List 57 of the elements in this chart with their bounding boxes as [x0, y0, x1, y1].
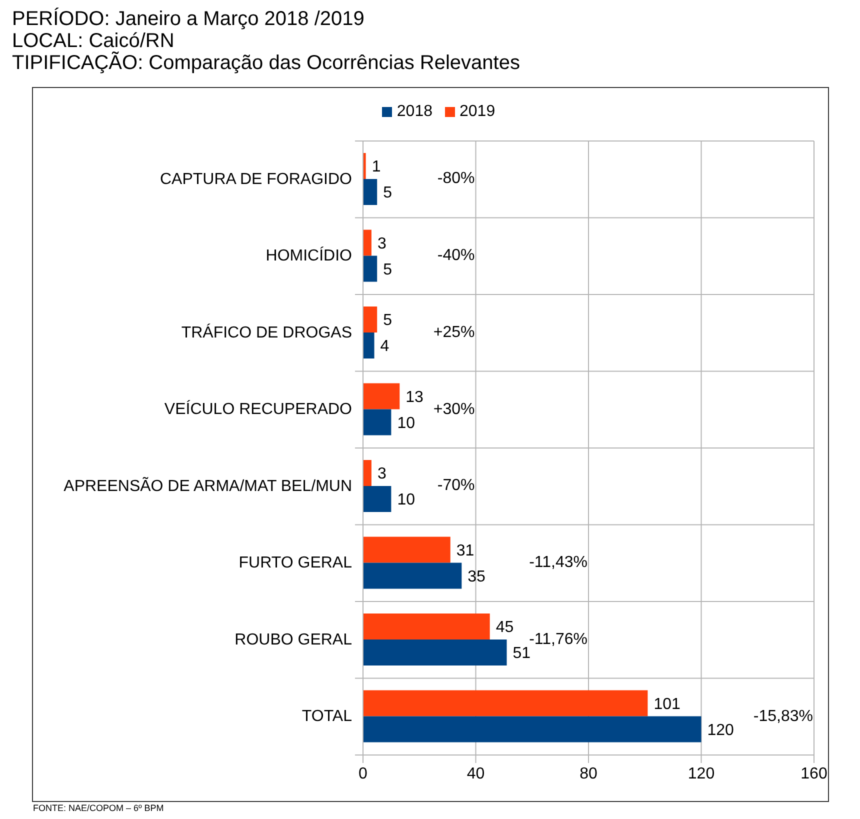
y-tick-label: ROUBO GERAL: [234, 631, 352, 648]
data-label: 120: [707, 722, 734, 739]
annotation: -40%: [437, 247, 475, 266]
x-tick-label: 120: [688, 765, 715, 782]
data-label: 10: [397, 492, 416, 509]
data-label: 31: [456, 542, 474, 560]
y-tick-label: HOMICÍDIO: [266, 246, 352, 265]
y-tick-label: TOTAL: [302, 708, 352, 726]
bar: [363, 383, 400, 410]
y-tick-label: CAPTURA DE FORAGIDO: [160, 170, 352, 188]
legend-label: 2018: [396, 103, 432, 121]
data-label: 51: [512, 645, 531, 662]
data-label: 5: [383, 184, 392, 202]
bar: [363, 690, 648, 716]
bar: [363, 230, 372, 256]
x-tick-label: 40: [466, 765, 485, 782]
annotation: -80%: [437, 170, 475, 188]
data-label: 4: [380, 338, 390, 356]
bar: [363, 562, 462, 589]
bar: [363, 640, 507, 666]
x-tick-label: 80: [580, 765, 598, 782]
legend-label: 2019: [460, 103, 496, 121]
data-label: 5: [383, 312, 392, 330]
bar: [363, 460, 372, 486]
bar: [363, 716, 702, 742]
y-tick-label: APREENSÃO DE ARMA/MAT BEL/MUN: [64, 476, 352, 495]
bar: [363, 486, 392, 512]
annotation: +30%: [433, 400, 475, 419]
data-label: 101: [654, 696, 680, 713]
data-label: 1: [372, 158, 381, 176]
y-tick-label: VEÍCULO RECUPERADO: [164, 400, 352, 418]
data-label: 13: [406, 388, 424, 406]
data-label: 3: [377, 235, 386, 252]
annotation: -11,76%: [529, 630, 588, 648]
bar: [363, 256, 378, 282]
bar: [363, 409, 392, 436]
bar: [363, 179, 378, 205]
data-label: 45: [496, 619, 514, 636]
text: PERÍODO: Janeiro a Março 2018 /2019: [12, 8, 366, 30]
data-label: 35: [468, 568, 486, 586]
x-tick-label: 160: [800, 765, 828, 782]
y-tick-label: TRÁFICO DE DROGAS: [181, 323, 352, 342]
data-label: 5: [383, 261, 392, 278]
bar: [363, 536, 450, 563]
data-label: 3: [377, 466, 386, 483]
data-label: 10: [397, 414, 416, 432]
annotation: +25%: [433, 324, 475, 342]
bar: [363, 614, 490, 640]
y-tick-label: FURTO GERAL: [238, 554, 352, 572]
annotation: -11,43%: [529, 554, 588, 572]
annotation: -15,83%: [753, 708, 813, 726]
source-note: FONTE: NAE/COPOM – 6º BPM: [33, 803, 164, 814]
bar: [363, 306, 378, 332]
x-tick-label: 0: [358, 765, 368, 782]
chart-subtitle: LOCAL: Caicó/RN TIPIFICAÇÃO: Comparação das Ocorrências Relevantes: [12, 30, 520, 74]
annotation: -70%: [437, 477, 475, 496]
bar: [363, 332, 374, 358]
